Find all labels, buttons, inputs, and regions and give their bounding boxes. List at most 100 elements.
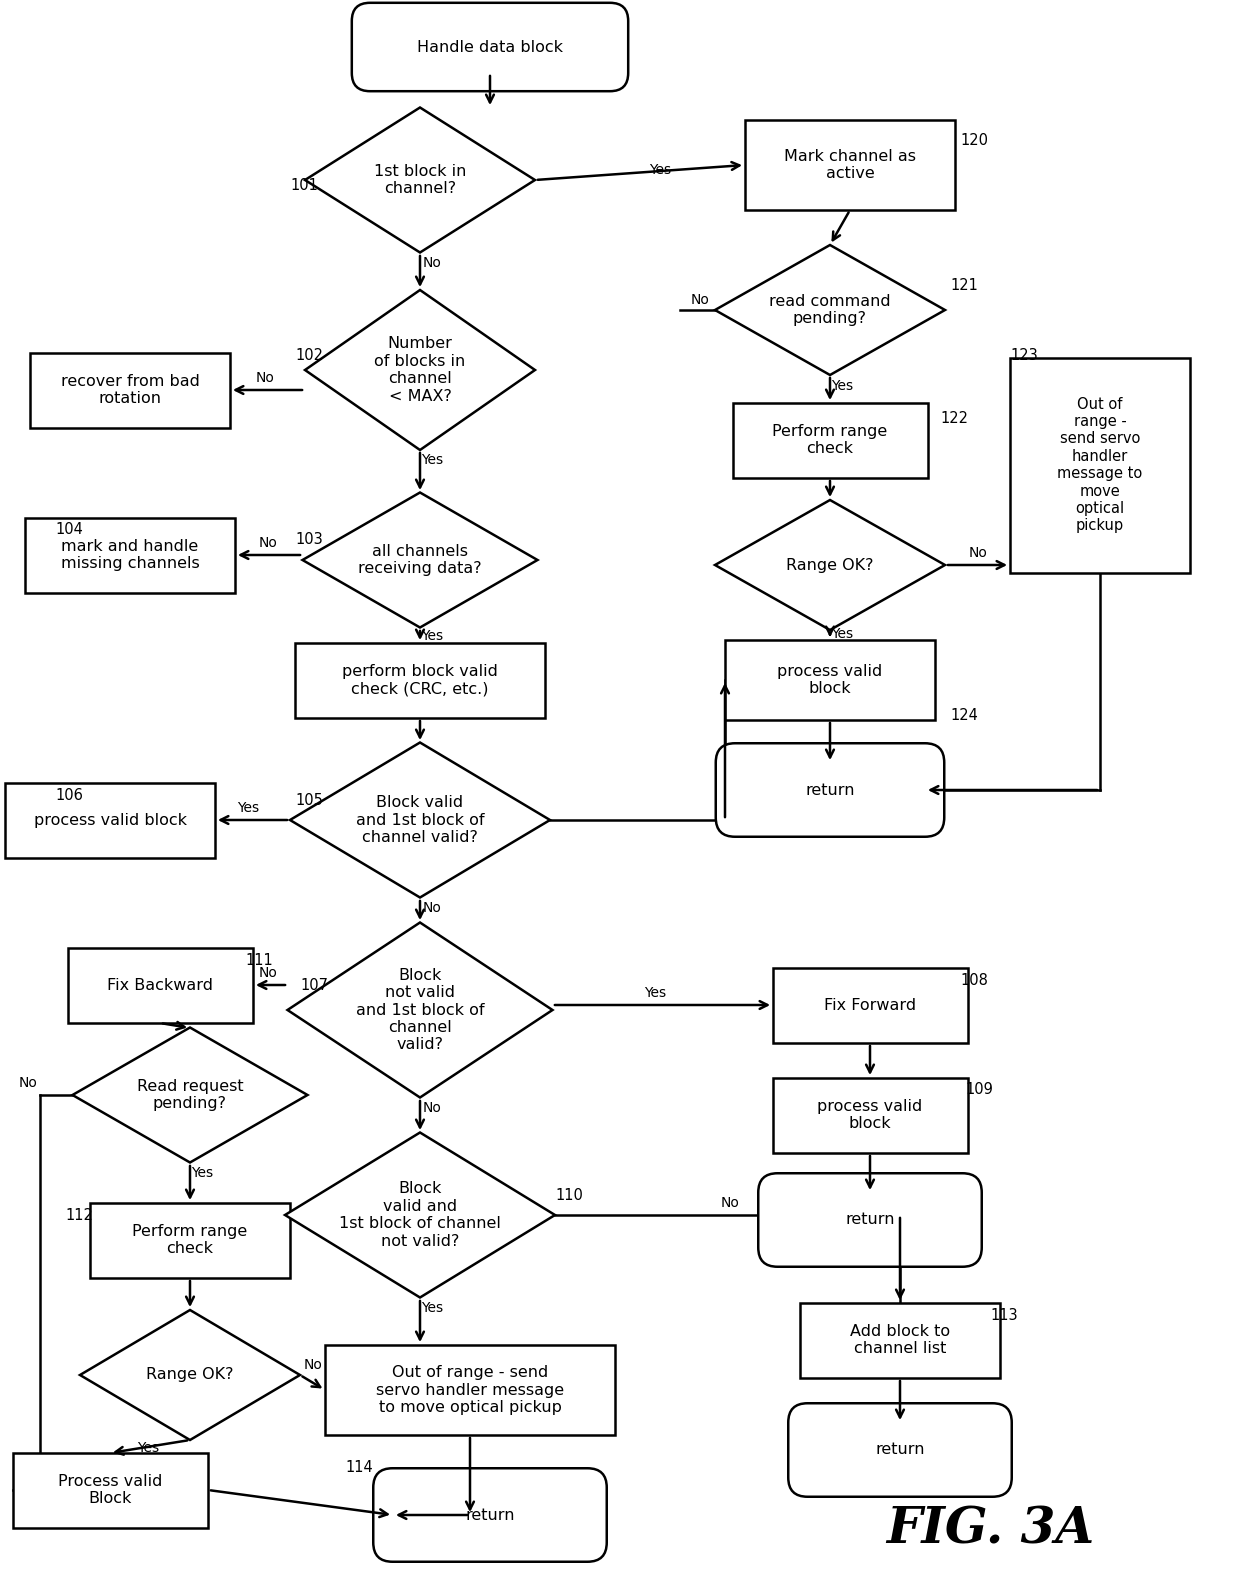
Text: No: No <box>423 1101 441 1116</box>
Text: Yes: Yes <box>420 630 443 642</box>
Text: 103: 103 <box>295 532 322 548</box>
Text: Fix Forward: Fix Forward <box>823 997 916 1013</box>
Text: 123: 123 <box>1011 347 1038 363</box>
Text: Yes: Yes <box>420 453 443 467</box>
Bar <box>67 947 253 1023</box>
Text: Read request
pending?: Read request pending? <box>136 1079 243 1111</box>
Polygon shape <box>305 290 534 450</box>
Text: Out of range - send
servo handler message
to move optical pickup: Out of range - send servo handler messag… <box>376 1365 564 1415</box>
Bar <box>773 1078 967 1152</box>
Polygon shape <box>715 245 945 376</box>
Bar <box>800 1302 999 1378</box>
Text: return: return <box>846 1212 895 1228</box>
Bar <box>325 1344 615 1434</box>
Polygon shape <box>715 500 945 630</box>
Text: 121: 121 <box>950 278 978 292</box>
Text: No: No <box>304 1359 322 1371</box>
FancyBboxPatch shape <box>758 1174 982 1267</box>
Text: return: return <box>465 1507 515 1523</box>
Bar <box>25 518 236 592</box>
Text: No: No <box>19 1076 37 1090</box>
Text: Fix Backward: Fix Backward <box>107 977 213 993</box>
Text: 107: 107 <box>300 977 329 993</box>
Text: Yes: Yes <box>420 1300 443 1314</box>
Text: No: No <box>691 294 709 308</box>
Text: Yes: Yes <box>136 1441 159 1455</box>
Text: read command
pending?: read command pending? <box>769 294 890 327</box>
Bar <box>745 120 955 210</box>
Text: process valid block: process valid block <box>33 813 186 827</box>
Text: 110: 110 <box>556 1188 583 1202</box>
Polygon shape <box>81 1310 300 1441</box>
Text: Perform range
check: Perform range check <box>133 1225 248 1256</box>
Bar <box>12 1452 207 1528</box>
Text: 101: 101 <box>290 177 317 193</box>
FancyBboxPatch shape <box>352 3 629 92</box>
Text: return: return <box>875 1442 925 1458</box>
Text: No: No <box>720 1196 739 1210</box>
Text: 120: 120 <box>960 133 988 147</box>
Text: 111: 111 <box>246 953 273 967</box>
Text: 106: 106 <box>55 787 83 803</box>
Text: 105: 105 <box>295 792 322 808</box>
Text: No: No <box>968 546 987 560</box>
Text: all channels
receiving data?: all channels receiving data? <box>358 544 482 576</box>
Bar <box>1011 358 1190 573</box>
Text: perform block valid
check (CRC, etc.): perform block valid check (CRC, etc.) <box>342 664 498 696</box>
Polygon shape <box>303 492 537 628</box>
Bar <box>725 641 935 720</box>
Text: 1st block in
channel?: 1st block in channel? <box>373 164 466 196</box>
Bar <box>733 402 928 478</box>
Text: Yes: Yes <box>649 163 671 177</box>
Text: No: No <box>255 371 274 385</box>
Polygon shape <box>285 1133 556 1297</box>
Text: Yes: Yes <box>831 379 853 393</box>
Text: 122: 122 <box>940 410 968 426</box>
Bar <box>295 642 546 718</box>
Text: Process valid
Block: Process valid Block <box>58 1474 162 1505</box>
Text: Range OK?: Range OK? <box>786 557 874 573</box>
Text: No: No <box>423 901 441 915</box>
Text: Yes: Yes <box>831 626 853 641</box>
Bar <box>5 783 215 857</box>
Text: 112: 112 <box>64 1207 93 1223</box>
Text: 104: 104 <box>55 522 83 538</box>
Text: process valid
block: process valid block <box>777 664 883 696</box>
Text: No: No <box>423 256 441 270</box>
Bar <box>773 967 967 1043</box>
Text: Yes: Yes <box>237 802 259 814</box>
Text: 114: 114 <box>345 1461 373 1475</box>
Text: Add block to
channel list: Add block to channel list <box>849 1324 950 1356</box>
Text: process valid
block: process valid block <box>817 1098 923 1131</box>
Text: 102: 102 <box>295 347 322 363</box>
Text: Yes: Yes <box>191 1166 213 1180</box>
Polygon shape <box>290 743 551 898</box>
Text: recover from bad
rotation: recover from bad rotation <box>61 374 200 406</box>
FancyBboxPatch shape <box>715 743 944 836</box>
FancyBboxPatch shape <box>789 1403 1012 1498</box>
Text: Perform range
check: Perform range check <box>773 424 888 456</box>
Text: 113: 113 <box>990 1308 1018 1322</box>
Text: mark and handle
missing channels: mark and handle missing channels <box>61 538 200 571</box>
Polygon shape <box>288 923 553 1098</box>
Text: 109: 109 <box>965 1083 993 1098</box>
Text: 108: 108 <box>960 972 988 988</box>
Text: No: No <box>259 966 278 980</box>
Text: FIG. 3A: FIG. 3A <box>885 1505 1094 1554</box>
Text: Range OK?: Range OK? <box>146 1368 234 1382</box>
Text: Yes: Yes <box>644 986 666 1000</box>
Text: Number
of blocks in
channel
< MAX?: Number of blocks in channel < MAX? <box>374 336 466 404</box>
Text: Out of
range -
send servo
handler
message to
move
optical
pickup: Out of range - send servo handler messag… <box>1058 396 1142 533</box>
Bar <box>91 1202 290 1278</box>
Text: return: return <box>805 783 854 797</box>
Polygon shape <box>72 1027 308 1163</box>
Text: Block
valid and
1st block of channel
not valid?: Block valid and 1st block of channel not… <box>339 1182 501 1248</box>
Text: Block valid
and 1st block of
channel valid?: Block valid and 1st block of channel val… <box>356 795 485 844</box>
Text: Mark channel as
active: Mark channel as active <box>784 148 916 181</box>
FancyBboxPatch shape <box>373 1468 606 1562</box>
Text: Block
not valid
and 1st block of
channel
valid?: Block not valid and 1st block of channel… <box>356 967 485 1053</box>
Bar <box>30 352 229 428</box>
Text: 124: 124 <box>950 707 978 723</box>
Text: Handle data block: Handle data block <box>417 39 563 55</box>
Polygon shape <box>305 107 534 252</box>
